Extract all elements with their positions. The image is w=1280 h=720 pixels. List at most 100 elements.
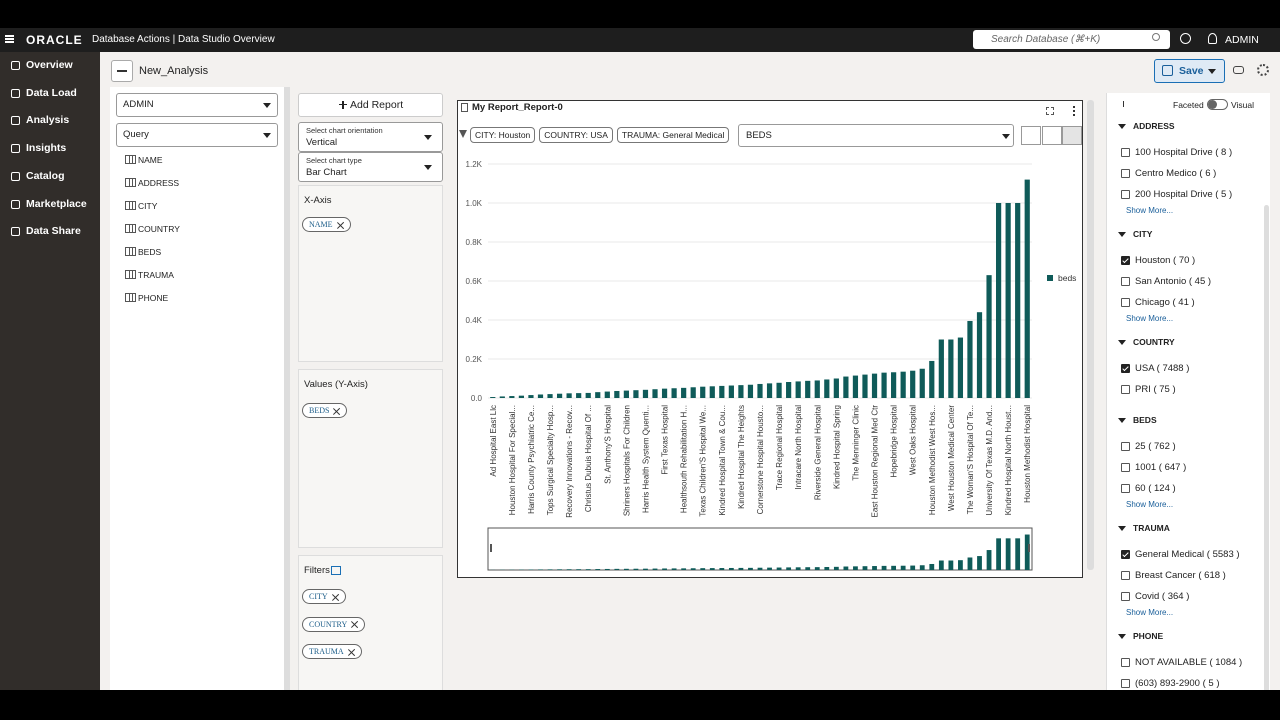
bar [995,203,1002,398]
fullscreen-icon[interactable] [1046,107,1054,115]
user-name[interactable]: ADMIN [1225,34,1259,46]
facet-checkbox[interactable] [1121,256,1130,265]
overview-bar [910,565,916,570]
overview-bar [585,569,591,570]
overview-bar [728,567,734,570]
facet-caret [1118,418,1126,423]
facet-checkbox[interactable] [1121,550,1130,559]
kebab-icon[interactable] [1073,106,1075,108]
select[interactable] [116,123,278,147]
facet-checkbox[interactable] [1121,571,1130,580]
legend-label: beds [1058,273,1076,283]
field-name[interactable]: COUNTRY [138,224,180,234]
select[interactable] [298,152,443,182]
field-name[interactable]: PHONE [138,293,169,303]
mode-toggle[interactable] [1207,99,1228,110]
nav-item[interactable]: Data Share [26,225,81,238]
facet-checkbox[interactable] [1121,298,1130,307]
facet-title[interactable]: COUNTRY [1133,337,1175,347]
facet-title[interactable]: ADDRESS [1133,121,1175,131]
show-more-link[interactable]: Show More... [1126,500,1174,509]
show-more-link[interactable]: Show More... [1126,206,1174,215]
select-caret [263,103,271,108]
overview-bar [547,569,553,570]
bar [795,381,801,398]
settings-icon[interactable] [1257,64,1269,76]
overview-bar [814,567,820,570]
measure-select[interactable] [738,124,1014,147]
search-box[interactable] [973,30,1170,49]
field-chip: NAME [302,217,351,232]
view-icon[interactable] [1233,66,1244,74]
remove-icon[interactable] [332,594,339,601]
facet-checkbox[interactable] [1121,169,1130,178]
facet-checkbox[interactable] [1121,148,1130,157]
x-tick-label: First Texas Hospital [661,405,670,475]
bar [824,379,830,398]
nav-item[interactable]: Data Load [26,86,77,99]
nav-item[interactable]: Insights [26,142,67,155]
facet-item: (603) 893-2900 ( 5 ) [1135,678,1220,689]
bar [671,388,677,398]
side-nav: Overview Data Load Analysis Insights Catalog… [0,52,100,690]
nav-item[interactable]: Overview [26,59,73,71]
remove-icon[interactable] [348,649,355,656]
bar [576,393,582,398]
facet-checkbox[interactable] [1121,484,1130,493]
view-toggle[interactable] [1042,126,1062,145]
legend-swatch [1047,275,1053,281]
field-icon [125,178,136,187]
field-name[interactable]: BEDS [138,247,162,257]
facet-title[interactable]: BEDS [1133,415,1157,425]
nav-item[interactable]: Catalog [26,169,65,182]
overview-bar [690,568,696,570]
filter-chip[interactable]: TRAUMA: General Medical [616,127,730,143]
collapse-icon[interactable] [1116,101,1124,107]
field-name[interactable]: TRAUMA [138,270,174,280]
facet-checkbox[interactable] [1121,190,1130,199]
facet-title[interactable]: PHONE [1133,631,1164,641]
facet-checkbox[interactable] [1121,679,1130,688]
remove-icon[interactable] [333,408,340,415]
field-name[interactable]: CITY [138,201,158,211]
nav-item[interactable]: Analysis [26,114,70,127]
facet-checkbox[interactable] [1121,442,1130,451]
facet-title[interactable]: TRAUMA [1133,523,1170,533]
facet-checkbox[interactable] [1121,364,1130,373]
show-more-link[interactable]: Show More... [1126,608,1174,617]
facet-checkbox[interactable] [1121,385,1130,394]
facet-checkbox[interactable] [1121,463,1130,472]
overview-bar [757,567,763,570]
remove-icon[interactable] [351,621,358,628]
view-toggle[interactable] [1062,126,1082,145]
nav-item[interactable]: Marketplace [26,197,87,210]
overview-bar [862,566,868,570]
filter-chip[interactable]: COUNTRY: USA [539,127,613,143]
visual-label: Visual [1231,100,1254,110]
field-name[interactable]: NAME [138,155,163,165]
help-icon[interactable] [1180,33,1191,44]
view-toggle[interactable] [1021,126,1041,145]
select-value: Bar Chart [306,167,347,178]
bar [652,389,658,398]
show-more-link[interactable]: Show More... [1126,314,1174,323]
nav-icon [11,116,20,126]
menu-icon[interactable] [5,35,14,37]
bar [891,372,897,398]
chip-label: NAME [309,220,333,229]
facet-title[interactable]: CITY [1133,229,1153,239]
add-report-button[interactable] [298,93,443,117]
facet-checkbox[interactable] [1121,277,1130,286]
facet-checkbox[interactable] [1121,592,1130,601]
filter-chip[interactable]: CITY: Houston [470,127,536,143]
select[interactable] [298,122,443,152]
facet-checkbox[interactable] [1121,658,1130,667]
bar [786,382,792,398]
select[interactable] [116,93,278,117]
field-name[interactable]: ADDRESS [138,178,180,188]
overview-bar [833,566,839,570]
user-icon[interactable] [1208,33,1217,44]
overview-bar [795,567,801,570]
remove-icon[interactable] [337,222,344,229]
search-icon[interactable] [1152,33,1160,41]
